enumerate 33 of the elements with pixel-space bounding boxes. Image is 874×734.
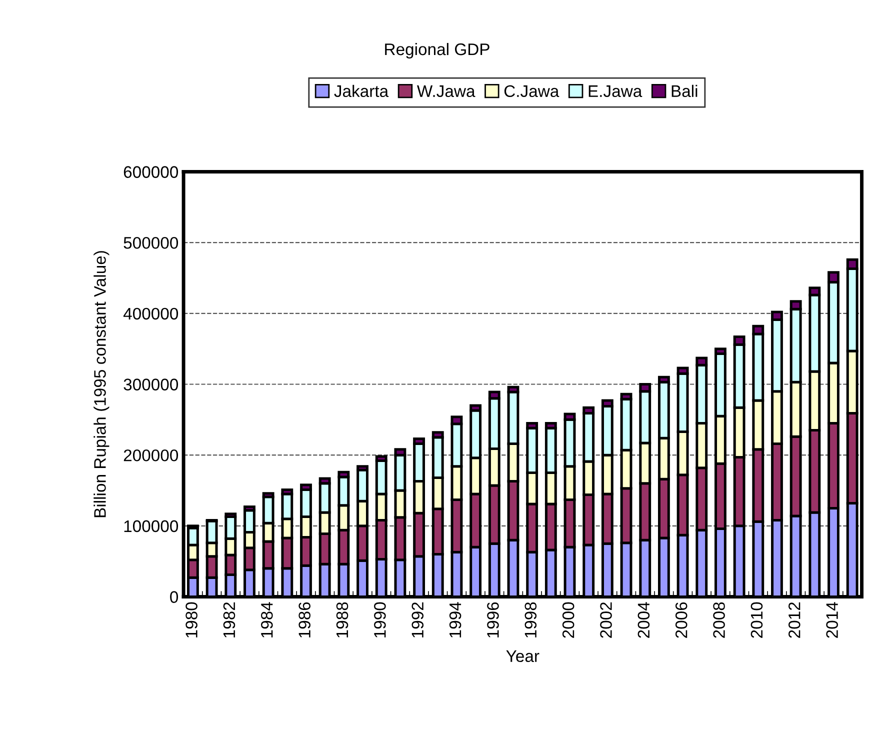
x-tick-label: 2006: [675, 602, 688, 638]
x-tick-label: 2008: [713, 602, 725, 638]
x-tick-label: 1980: [186, 602, 198, 638]
x-tick-label: 1994: [449, 602, 462, 638]
x-tick-label: 1984: [260, 602, 273, 638]
y-tick-label: 300000: [124, 378, 178, 390]
legend-label: Bali: [672, 84, 698, 98]
y-tick-label: 0: [170, 591, 178, 603]
x-tick-label: 1992: [412, 602, 424, 638]
y-tick-label: 200000: [124, 449, 178, 462]
x-tick-label: 2012: [788, 602, 800, 638]
x-tick-label: 1998: [524, 602, 537, 638]
x-tick-label: 2002: [600, 602, 612, 638]
x-axis-title: Year: [506, 650, 540, 662]
legend-label: C.Jawa: [504, 85, 560, 98]
x-tick-label: 1986: [298, 602, 310, 638]
x-tick-label: 1988: [336, 602, 348, 638]
x-tick-label: 2004: [638, 602, 650, 638]
y-tick-label: 600000: [124, 166, 178, 178]
chart-title: Regional GDP: [385, 42, 490, 59]
y-axis-title: Billion Rupiah (1995 constant Value): [94, 251, 110, 518]
x-tick-label: 2014: [826, 602, 838, 638]
x-tick-label: 2010: [750, 602, 763, 638]
legend-label: Jakarta: [334, 84, 389, 98]
x-tick-label: 1996: [487, 602, 499, 638]
y-tick-label: 400000: [123, 308, 178, 320]
y-tick-label: 100000: [124, 520, 178, 532]
y-tick-label: 500000: [124, 236, 178, 249]
x-tick-label: 1990: [374, 602, 386, 638]
legend-label: W.Jawa: [416, 85, 476, 98]
legend-label: E.Jawa: [588, 85, 642, 98]
x-tick-label: 2000: [562, 602, 574, 638]
x-tick-label: 1982: [223, 602, 236, 638]
